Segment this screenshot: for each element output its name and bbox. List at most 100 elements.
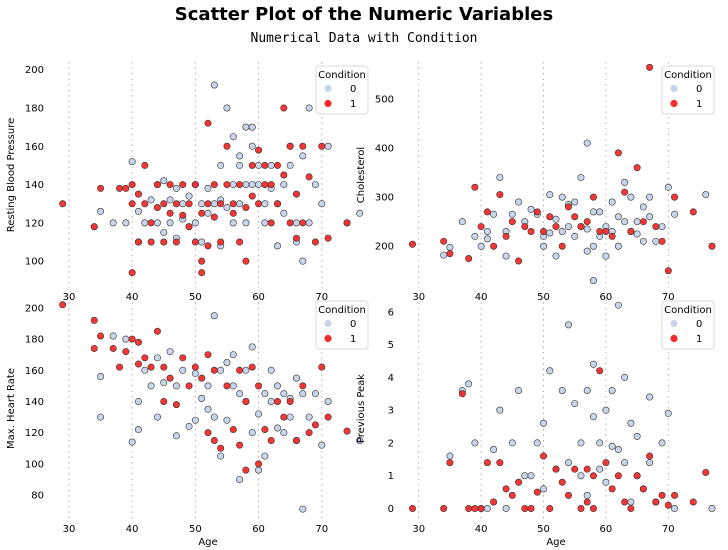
- legend-marker: [324, 319, 332, 328]
- data-point-condition-0: [185, 422, 193, 430]
- data-point-condition-0: [305, 413, 313, 421]
- data-point-condition-0: [602, 478, 610, 486]
- data-point-condition-0: [248, 429, 256, 437]
- data-point-condition-0: [274, 424, 282, 432]
- data-point-condition-0: [496, 406, 504, 414]
- data-point-condition-0: [477, 242, 485, 250]
- data-point-condition-0: [577, 173, 585, 181]
- data-point-condition-0: [160, 379, 168, 387]
- data-point-condition-1: [97, 184, 105, 192]
- data-point-condition-1: [90, 223, 98, 231]
- data-point-condition-1: [204, 242, 212, 250]
- data-point-condition-1: [97, 332, 105, 340]
- data-point-condition-1: [671, 193, 679, 201]
- data-point-condition-0: [172, 382, 180, 390]
- data-point-condition-0: [515, 386, 523, 394]
- data-point-condition-1: [577, 505, 585, 513]
- data-point-condition-0: [502, 505, 510, 513]
- data-point-condition-0: [299, 152, 307, 160]
- data-point-condition-0: [242, 219, 250, 227]
- y-tick-label: 500: [375, 94, 394, 105]
- data-point-condition-0: [153, 413, 161, 421]
- data-point-condition-1: [689, 498, 697, 506]
- data-point-condition-1: [280, 104, 288, 112]
- data-point-condition-0: [191, 416, 199, 424]
- data-point-condition-1: [633, 164, 641, 172]
- legend-title: Condition: [664, 305, 712, 316]
- data-point-condition-1: [191, 363, 199, 371]
- data-point-condition-0: [483, 505, 491, 513]
- data-point-condition-1: [602, 228, 610, 236]
- data-point-condition-1: [311, 421, 319, 429]
- data-point-condition-1: [564, 203, 572, 211]
- data-point-condition-0: [236, 475, 244, 483]
- data-point-condition-1: [153, 181, 161, 189]
- data-point-condition-0: [223, 204, 231, 212]
- data-point-condition-1: [242, 204, 250, 212]
- data-point-condition-0: [97, 373, 105, 381]
- data-point-condition-1: [160, 363, 168, 371]
- data-point-condition-0: [210, 81, 218, 89]
- data-point-condition-0: [261, 452, 269, 460]
- legend-marker: [324, 99, 332, 108]
- data-point-condition-1: [546, 213, 554, 221]
- data-point-condition-0: [109, 219, 117, 227]
- data-point-condition-0: [210, 312, 218, 320]
- data-point-condition-1: [639, 218, 647, 226]
- data-point-condition-1: [236, 441, 244, 449]
- data-point-condition-1: [646, 452, 654, 460]
- legend-label: 0: [696, 319, 702, 330]
- legend: Condition 0 1: [661, 300, 715, 350]
- data-point-condition-1: [546, 505, 554, 513]
- data-point-condition-0: [299, 505, 307, 513]
- data-point-condition-0: [583, 491, 591, 499]
- data-point-condition-0: [242, 366, 250, 374]
- data-point-condition-0: [589, 360, 597, 368]
- data-point-condition-1: [639, 485, 647, 493]
- data-point-condition-1: [515, 478, 523, 486]
- data-point-condition-0: [627, 419, 635, 427]
- data-point-condition-0: [571, 232, 579, 240]
- data-point-condition-0: [546, 367, 554, 375]
- data-point-condition-0: [261, 390, 269, 398]
- data-point-condition-1: [533, 208, 541, 216]
- data-point-condition-0: [217, 161, 225, 169]
- y-tick-label: 300: [375, 193, 394, 204]
- data-point-condition-1: [533, 488, 541, 496]
- data-point-condition-0: [708, 505, 716, 513]
- data-point-condition-0: [128, 158, 136, 166]
- data-point-condition-0: [490, 210, 498, 218]
- scatter-panel-3: 80 100 120 140 160 180 200 30 40 50 60 70 Max. Heart…: [6, 297, 369, 548]
- data-point-condition-0: [633, 218, 641, 226]
- data-point-condition-1: [147, 363, 155, 371]
- data-point-condition-1: [160, 238, 168, 246]
- data-point-condition-1: [627, 228, 635, 236]
- data-point-condition-1: [274, 161, 282, 169]
- data-point-condition-1: [508, 218, 516, 226]
- data-point-condition-1: [134, 238, 142, 246]
- data-point-condition-1: [318, 142, 326, 150]
- data-point-condition-0: [210, 413, 218, 421]
- data-point-condition-1: [172, 238, 180, 246]
- data-point-condition-0: [646, 459, 654, 467]
- data-point-condition-0: [627, 193, 635, 201]
- data-point-condition-1: [664, 501, 672, 509]
- data-point-condition-0: [639, 203, 647, 211]
- y-axis-label: Previous Peak: [356, 374, 367, 443]
- data-point-condition-0: [527, 205, 535, 213]
- data-point-condition-1: [210, 181, 218, 189]
- data-point-condition-1: [583, 218, 591, 226]
- data-point-condition-0: [122, 335, 130, 343]
- data-point-condition-1: [540, 452, 548, 460]
- data-point-condition-0: [577, 439, 585, 447]
- data-point-condition-1: [217, 238, 225, 246]
- data-point-condition-1: [229, 426, 237, 434]
- data-point-condition-1: [596, 367, 604, 375]
- data-point-condition-0: [446, 452, 454, 460]
- data-point-condition-1: [172, 200, 180, 208]
- data-point-condition-1: [210, 213, 218, 221]
- data-point-condition-0: [324, 142, 332, 150]
- data-point-condition-1: [558, 478, 566, 486]
